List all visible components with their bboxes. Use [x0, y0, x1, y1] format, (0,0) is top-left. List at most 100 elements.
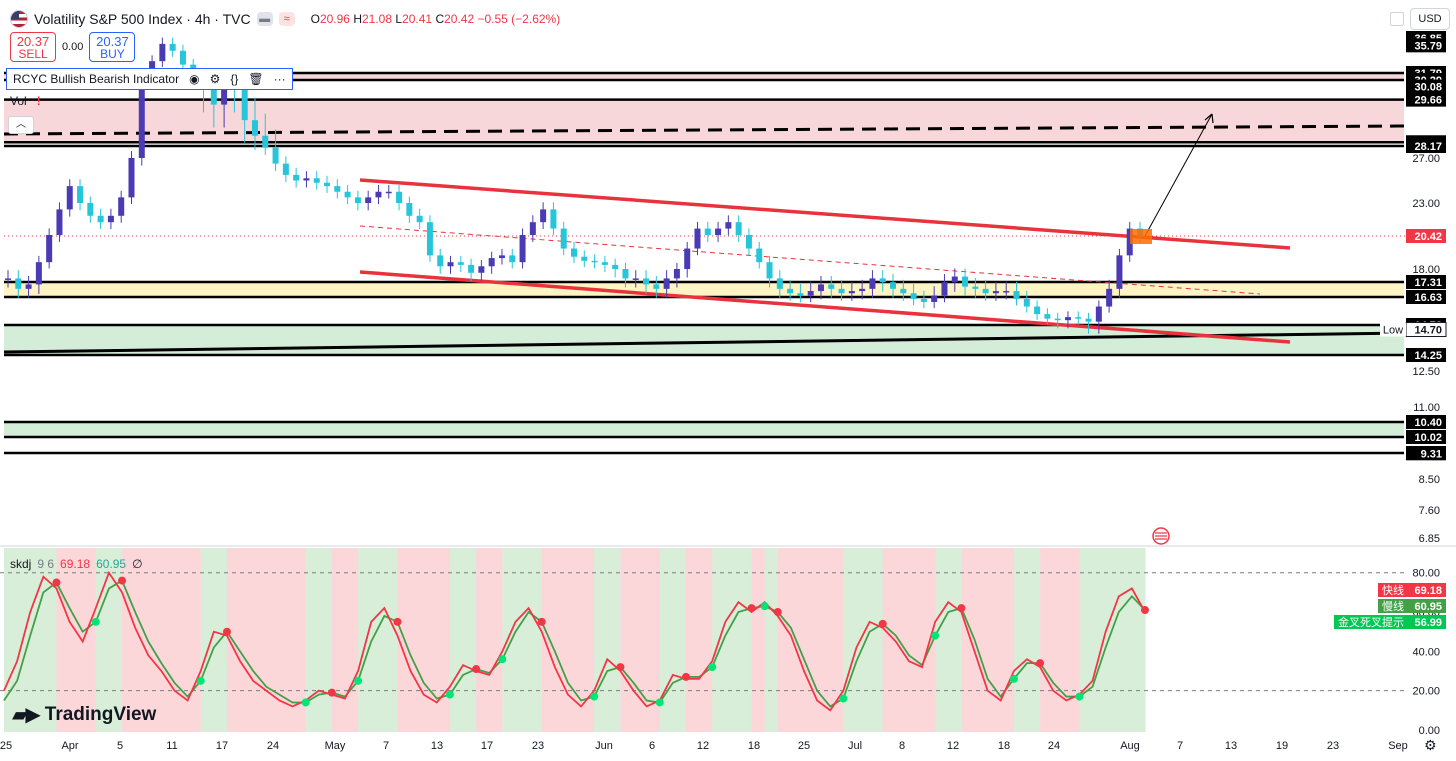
candle-60	[622, 269, 629, 279]
osc-bg-65	[856, 548, 871, 732]
cross-dot-41	[537, 617, 546, 626]
price-label-14: 10.40	[1414, 417, 1442, 429]
osc-bg-80	[1053, 548, 1067, 732]
candle-90	[931, 295, 938, 302]
osc-tick-4: 0.00	[1419, 725, 1440, 737]
candle-34	[354, 197, 361, 203]
price-tag-bg-12	[1380, 322, 1406, 337]
osc-bg-62	[817, 548, 831, 732]
dashed-level-line	[3, 124, 1405, 136]
osc-bg-58	[764, 548, 779, 732]
volume-legend[interactable]: Vol !	[10, 94, 41, 108]
candle-75	[776, 278, 783, 289]
candle-85	[879, 278, 886, 283]
collapse-legend-button[interactable]: ︿	[8, 116, 34, 134]
price-label-bg-8	[1406, 229, 1446, 243]
cross-dot-52	[681, 672, 690, 681]
channel-mid-line	[359, 225, 1261, 295]
price-label-bg-7	[1406, 139, 1446, 153]
candle-29	[303, 178, 310, 181]
osc-bg-70	[922, 548, 936, 732]
cross-dot-87	[1141, 606, 1149, 615]
oscillator-name: skdj	[10, 557, 32, 571]
ohlc-key-3: C	[435, 12, 445, 26]
x-tick-14: 18	[748, 740, 760, 752]
candle-91	[941, 282, 948, 296]
candle-71	[735, 222, 742, 235]
ohlc-key-0: O	[310, 12, 320, 26]
osc-bg-40	[528, 548, 543, 732]
candle-31	[324, 182, 331, 187]
candle-8	[87, 203, 94, 216]
sell-button[interactable]: 20.37 SELL	[10, 32, 56, 62]
candle-106	[1095, 306, 1102, 322]
cross-dot-4	[52, 578, 61, 587]
wave-icon[interactable]: ≈	[278, 12, 295, 26]
candle-7	[77, 186, 84, 203]
ohlc-key-2: L	[395, 12, 403, 26]
delete-icon[interactable]: 🗑	[248, 72, 264, 86]
x-tick-5: 24	[267, 740, 279, 752]
oscillator-params: 9 6	[37, 557, 55, 571]
osc-bg-52	[685, 548, 700, 732]
settings-icon[interactable]: ⚙	[209, 72, 221, 86]
zone-0	[4, 73, 1404, 80]
ohlc-value-2: 20.41	[402, 12, 436, 26]
symbol-title[interactable]: Volatility S&P 500 Index · 4h · TVC	[34, 11, 251, 27]
price-label-9: 17.31	[1414, 277, 1442, 289]
osc-slow-line	[3, 579, 1146, 708]
candle-98	[1013, 291, 1020, 299]
tradingview-logo[interactable]: ▰▶ TradingView	[12, 702, 156, 727]
source-code-icon[interactable]: {}	[230, 72, 239, 86]
osc-bg-1	[17, 548, 31, 732]
candle-46	[478, 266, 485, 273]
osc-bg-45	[594, 548, 608, 732]
maximize-icon[interactable]	[1390, 12, 1404, 26]
osc-fast-line	[3, 570, 1146, 712]
candle-27	[282, 163, 289, 175]
candle-42	[437, 255, 444, 267]
osc-bg-36	[476, 548, 490, 732]
osc-bg-2	[30, 548, 44, 732]
indicator-legend[interactable]: RCYC Bullish Bearish Indicator ◉ ⚙ {} 🗑 …	[6, 68, 293, 90]
osc-bg-42	[554, 548, 569, 732]
osc-bg-66	[869, 548, 884, 732]
x-tick-2: 5	[117, 740, 123, 752]
osc-bg-21	[279, 548, 294, 732]
warning-icon[interactable]: !	[36, 94, 41, 108]
osc-bg-5	[69, 548, 84, 732]
candle-48	[498, 255, 505, 259]
compare-icon[interactable]: ▬	[256, 12, 273, 26]
candle-104	[1075, 317, 1082, 319]
candle-107	[1106, 288, 1113, 307]
y-tick-2: 18.00	[1412, 264, 1440, 276]
candle-10	[107, 215, 114, 223]
cross-dot-30	[393, 617, 402, 626]
price-label-bg-13	[1406, 348, 1446, 362]
candle-38	[396, 191, 403, 203]
osc-bg-55	[725, 548, 739, 732]
more-icon[interactable]: ···	[273, 72, 286, 86]
cross-dot-77	[1009, 674, 1018, 683]
oscillator-legend[interactable]: skdj 9 6 69.18 60.95 ∅	[10, 557, 143, 571]
ohlc-value-3: 20.42	[444, 12, 478, 26]
candle-35	[365, 197, 372, 203]
projection-arrowhead	[1204, 113, 1214, 124]
osc-bg-38	[502, 548, 516, 732]
x-tick-20: 24	[1048, 740, 1060, 752]
osc-bg-73	[961, 548, 976, 732]
eye-icon[interactable]: ◉	[189, 72, 200, 86]
buy-button[interactable]: 20.37 BUY	[89, 32, 136, 62]
currency-selector[interactable]: USD	[1410, 8, 1450, 30]
osc-bg-71	[935, 548, 949, 732]
candle-96	[992, 291, 999, 294]
indicator-name: RCYC Bullish Bearish Indicator	[13, 72, 180, 86]
chart-settings-icon[interactable]: ⚙	[1424, 737, 1437, 753]
candle-58	[601, 262, 608, 265]
price-label-4: 30.08	[1414, 82, 1442, 94]
candle-5	[56, 209, 63, 235]
candle-51	[529, 222, 536, 235]
candle-72	[745, 234, 752, 249]
osc-bg-13	[174, 548, 189, 732]
